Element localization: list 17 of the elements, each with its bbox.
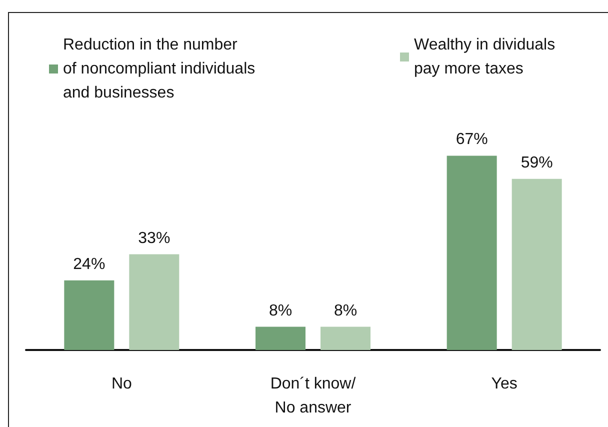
x-tick-label: Don´t know/ No answer xyxy=(270,376,356,416)
legend-label: Wealthy in dividuals pay more taxes xyxy=(414,36,556,78)
data-label: 24% xyxy=(73,256,106,273)
x-tick-label: No xyxy=(111,376,132,392)
bar xyxy=(256,326,306,350)
bar xyxy=(64,280,114,350)
legend-label: Reduction in the number of noncompliant individuals and businesses xyxy=(63,36,256,102)
data-label: 33% xyxy=(138,230,170,247)
bar xyxy=(446,156,497,350)
data-label: 8% xyxy=(268,302,292,320)
x-tick-label: Yes xyxy=(491,376,518,392)
bar xyxy=(320,326,370,350)
bar xyxy=(512,178,562,350)
bar xyxy=(129,254,180,350)
data-label: 8% xyxy=(334,302,358,320)
data-label: 59% xyxy=(520,154,553,172)
data-label: 67% xyxy=(456,131,488,148)
